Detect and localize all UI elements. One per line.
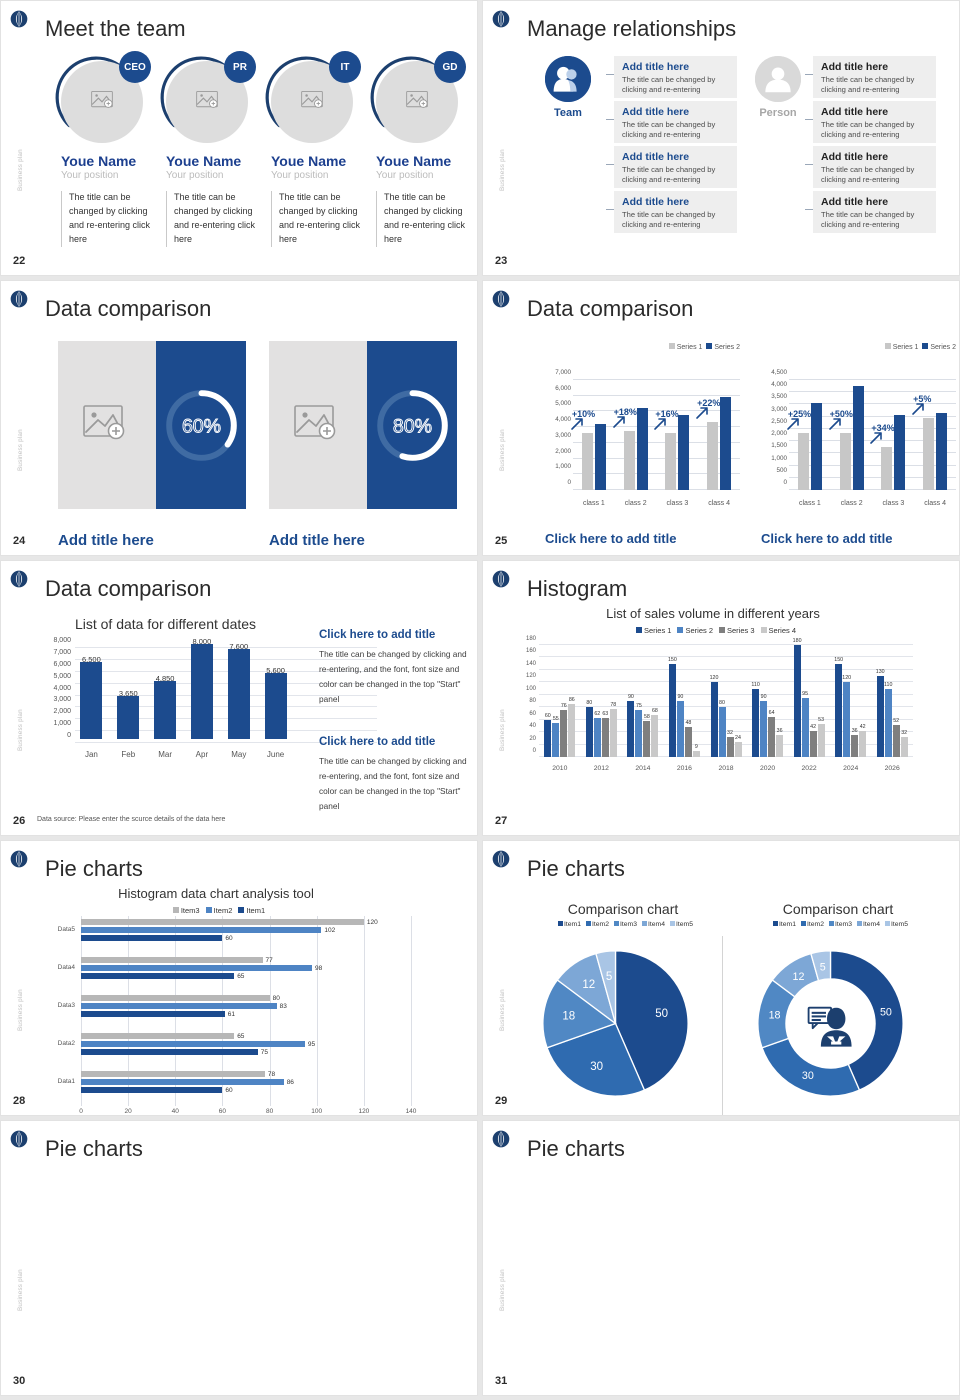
svg-text:12: 12 <box>582 979 595 991</box>
svg-text:80%: 80% <box>392 415 431 437</box>
svg-text:5: 5 <box>606 971 612 983</box>
svg-text:60%: 60% <box>181 415 220 437</box>
svg-text:18: 18 <box>769 1009 781 1021</box>
svg-text:5: 5 <box>820 962 826 974</box>
svg-text:50: 50 <box>655 1008 668 1020</box>
svg-text:30: 30 <box>802 1070 814 1082</box>
svg-text:18: 18 <box>562 1011 575 1023</box>
svg-text:12: 12 <box>793 971 805 983</box>
svg-text:30: 30 <box>590 1061 603 1073</box>
svg-text:50: 50 <box>880 1006 892 1018</box>
